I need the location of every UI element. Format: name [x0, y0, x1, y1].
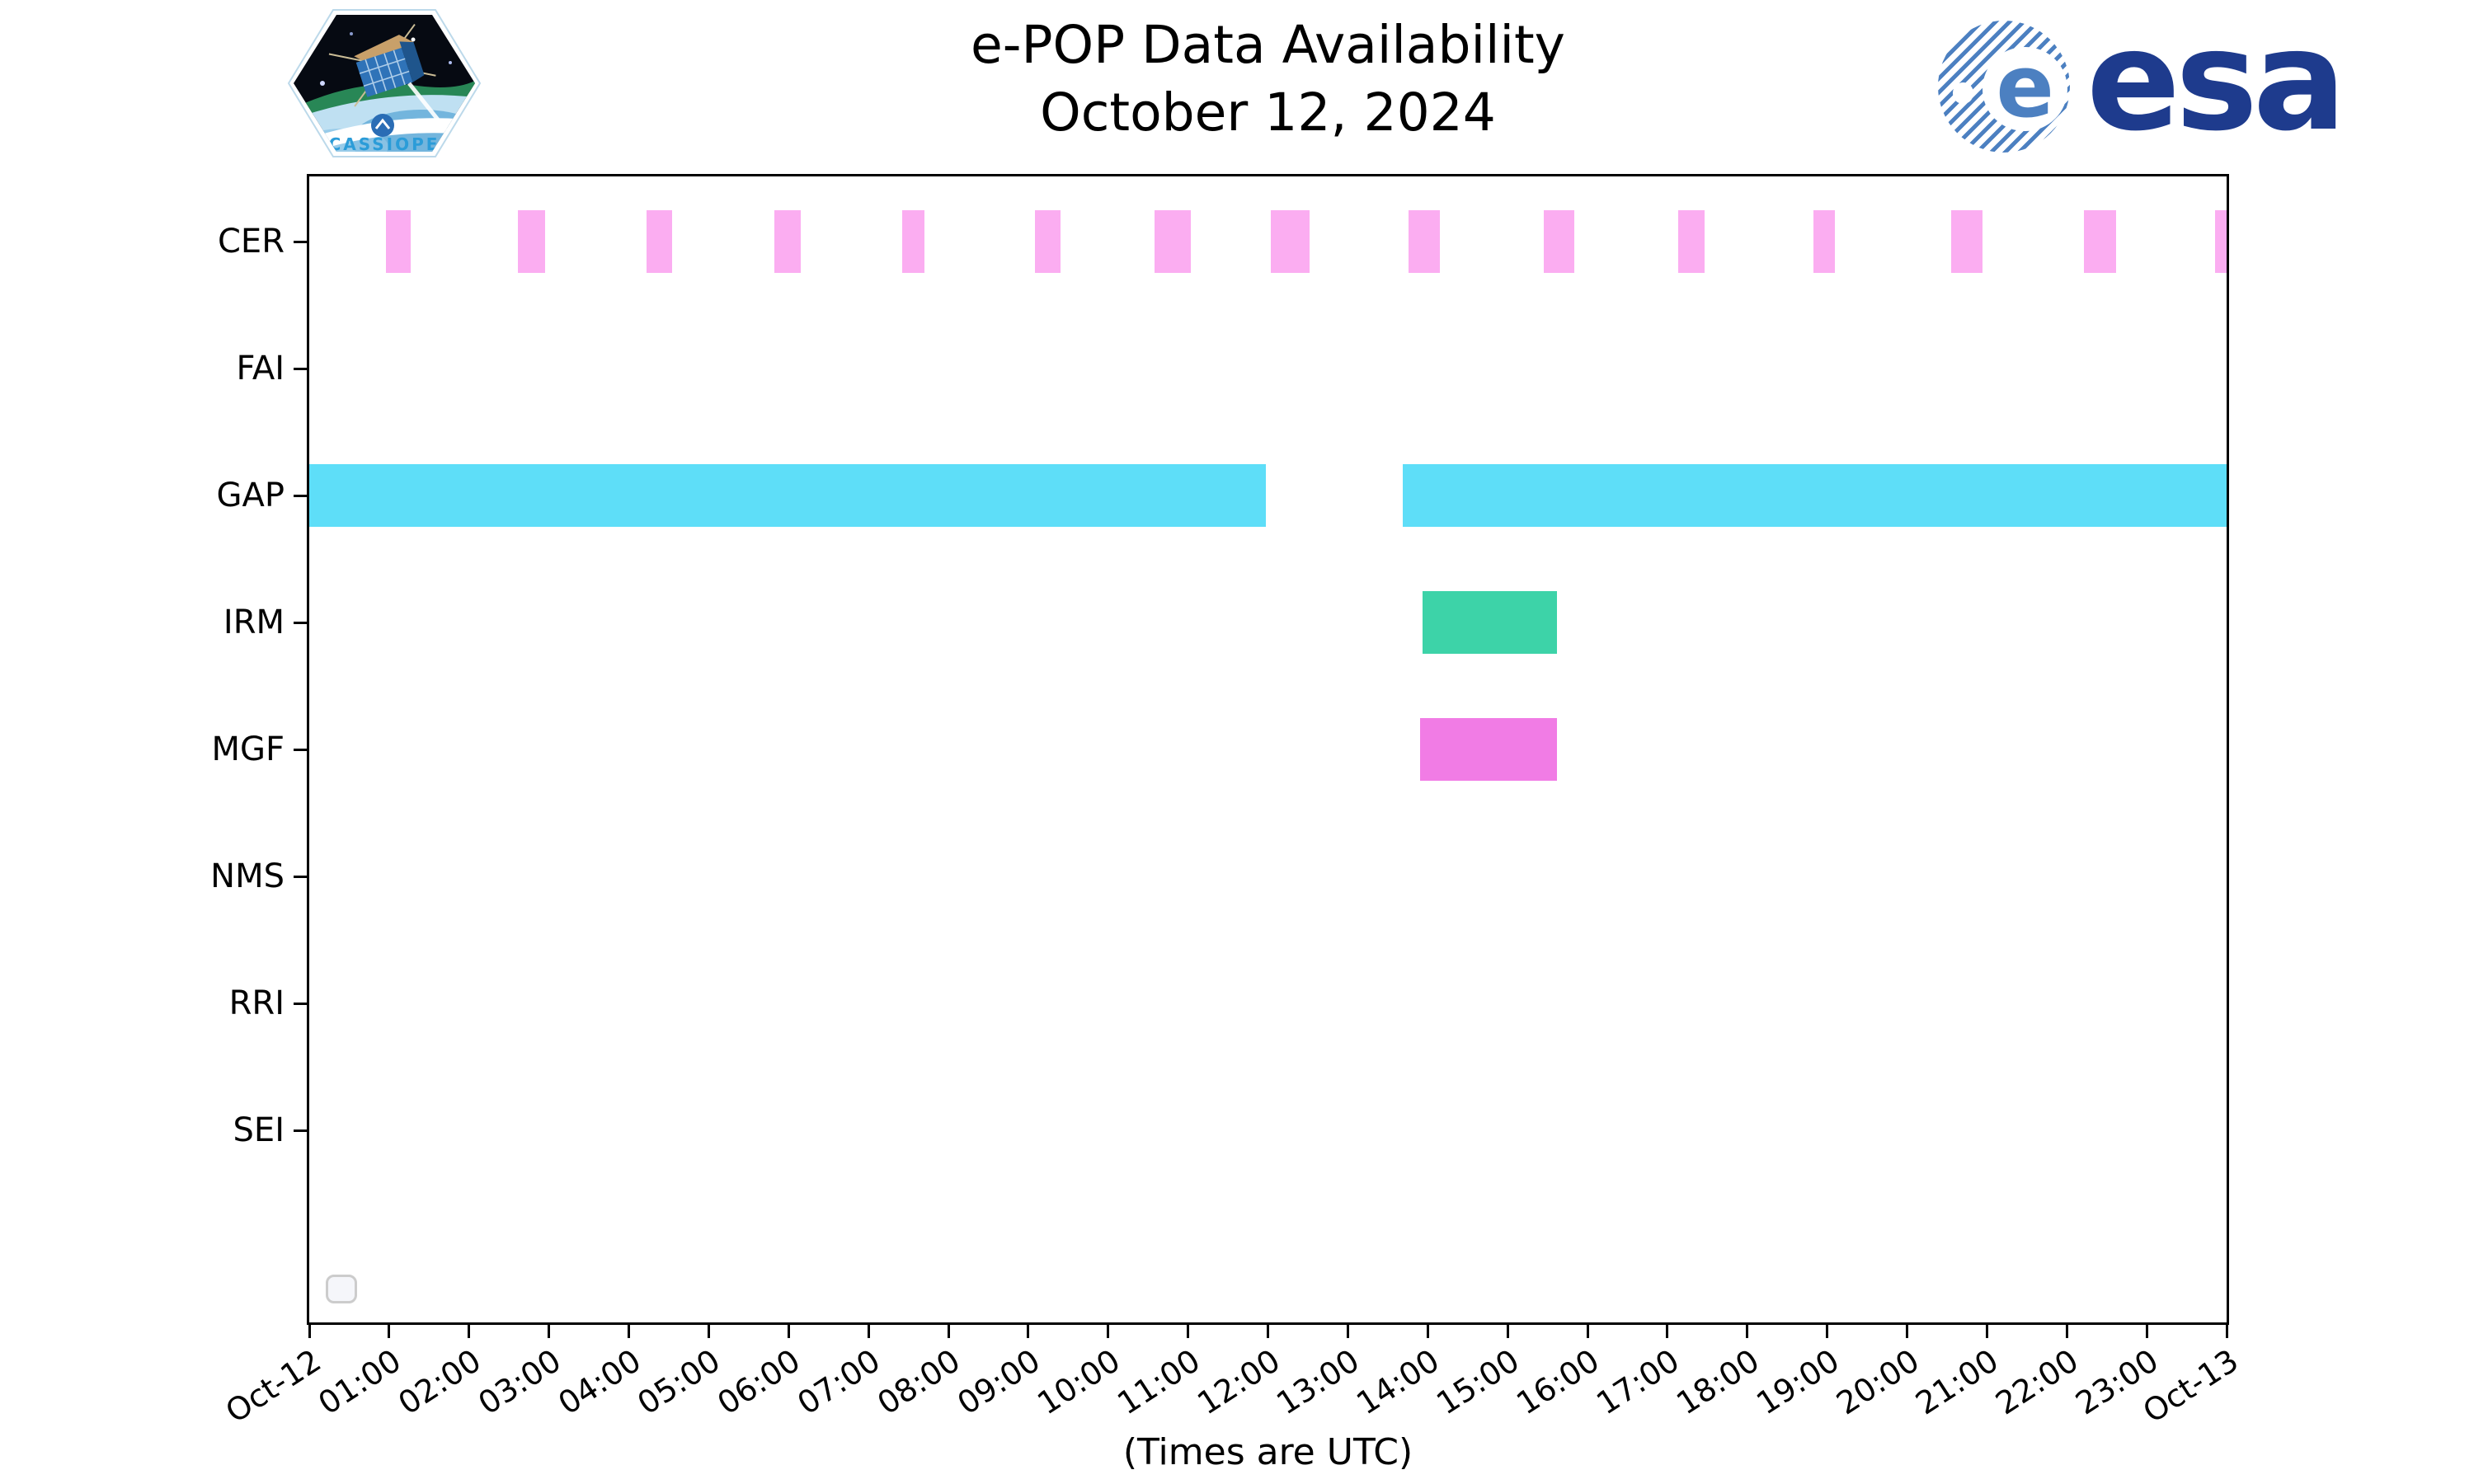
- chart-title-line2: October 12, 2024: [1040, 82, 1496, 143]
- availability-bar-cer: [901, 210, 924, 273]
- availability-bar-cer: [386, 210, 411, 273]
- esa-globe-star-dot: [1952, 82, 1974, 104]
- star: [449, 61, 452, 64]
- availability-bar-mgf: [1419, 718, 1558, 781]
- x-tick: [707, 1325, 710, 1338]
- patch-csa-chevron: [374, 118, 391, 129]
- x-tick: [2065, 1325, 2068, 1338]
- x-tick: [1586, 1325, 1589, 1338]
- x-tick: [1267, 1325, 1269, 1338]
- availability-bar-cer: [1154, 210, 1192, 273]
- cassiope-mission-patch: CASSIOPE: [287, 9, 482, 157]
- x-tick: [548, 1325, 551, 1338]
- y-tick: [294, 621, 307, 624]
- x-tick: [1027, 1325, 1030, 1338]
- y-tick-label-nms: NMS: [210, 857, 285, 895]
- x-tick: [1666, 1325, 1669, 1338]
- x-tick: [2225, 1325, 2228, 1338]
- y-tick: [294, 240, 307, 243]
- y-tick-label-rri: RRI: [228, 984, 285, 1022]
- y-tick-label-cer: CER: [218, 223, 285, 261]
- availability-bar-cer: [1271, 210, 1310, 273]
- esa-globe-e-letter: e: [1996, 36, 2054, 138]
- availability-bar-cer: [2215, 210, 2227, 273]
- x-tick: [787, 1325, 790, 1338]
- x-tick: [628, 1325, 630, 1338]
- availability-bar-gap: [309, 464, 1266, 527]
- x-tick: [388, 1325, 391, 1338]
- star: [411, 37, 416, 42]
- patch-csa-roundel: [371, 114, 394, 137]
- x-tick: [1746, 1325, 1749, 1338]
- availability-bar-cer: [646, 210, 672, 273]
- availability-bar-cer: [517, 210, 545, 273]
- esa-logo: e esa: [1938, 0, 2346, 162]
- x-tick: [947, 1325, 950, 1338]
- y-tick: [294, 748, 307, 751]
- x-tick: [1906, 1325, 1908, 1338]
- esa-wordmark: esa: [2086, 0, 2346, 162]
- y-tick-label-sei: SEI: [233, 1111, 285, 1149]
- esa-globe-icon: e: [1938, 21, 2070, 153]
- patch-satellite: [328, 24, 436, 107]
- y-tick: [294, 875, 307, 878]
- x-tick: [1107, 1325, 1110, 1338]
- y-tick-label-mgf: MGF: [211, 730, 285, 768]
- availability-bar-cer: [1813, 210, 1836, 273]
- availability-bar-cer: [1034, 210, 1061, 273]
- availability-bar-cer: [774, 210, 801, 273]
- availability-bar-irm: [1423, 591, 1558, 654]
- x-tick: [1346, 1325, 1349, 1338]
- availability-bar-cer: [1678, 210, 1705, 273]
- availability-bar-gap: [1403, 464, 2227, 527]
- y-tick-label-fai: FAI: [236, 350, 285, 387]
- availability-plot: [307, 174, 2229, 1325]
- x-axis-note: (Times are UTC): [1122, 1431, 1413, 1473]
- x-tick: [1187, 1325, 1190, 1338]
- patch-label: CASSIOPE: [329, 134, 440, 154]
- x-tick: [867, 1325, 870, 1338]
- x-tick: [1985, 1325, 1988, 1338]
- x-tick: [1826, 1325, 1829, 1338]
- empty-legend-box: [326, 1275, 357, 1303]
- x-tick: [1506, 1325, 1509, 1338]
- availability-bar-cer: [2083, 210, 2117, 273]
- chart-title-line1: e-POP Data Availability: [971, 15, 1565, 75]
- esa-globe-e: e: [1982, 36, 2067, 138]
- x-tick: [2145, 1325, 2148, 1338]
- x-tick: [468, 1325, 471, 1338]
- availability-bar-cer: [1950, 210, 1982, 273]
- y-tick: [294, 1129, 307, 1132]
- star: [320, 81, 325, 86]
- y-tick: [294, 494, 307, 497]
- availability-bar-cer: [1409, 210, 1440, 273]
- availability-bar-cer: [1543, 210, 1575, 273]
- star: [350, 32, 353, 35]
- y-tick: [294, 367, 307, 370]
- chart-title: e-POP Data Availability October 12, 2024: [309, 12, 2227, 147]
- y-tick-label-gap: GAP: [216, 477, 285, 514]
- x-tick: [308, 1325, 311, 1338]
- y-tick-label-irm: IRM: [223, 603, 285, 641]
- patch-swoosh: [294, 118, 475, 152]
- y-tick: [294, 1002, 307, 1005]
- x-tick: [1426, 1325, 1429, 1338]
